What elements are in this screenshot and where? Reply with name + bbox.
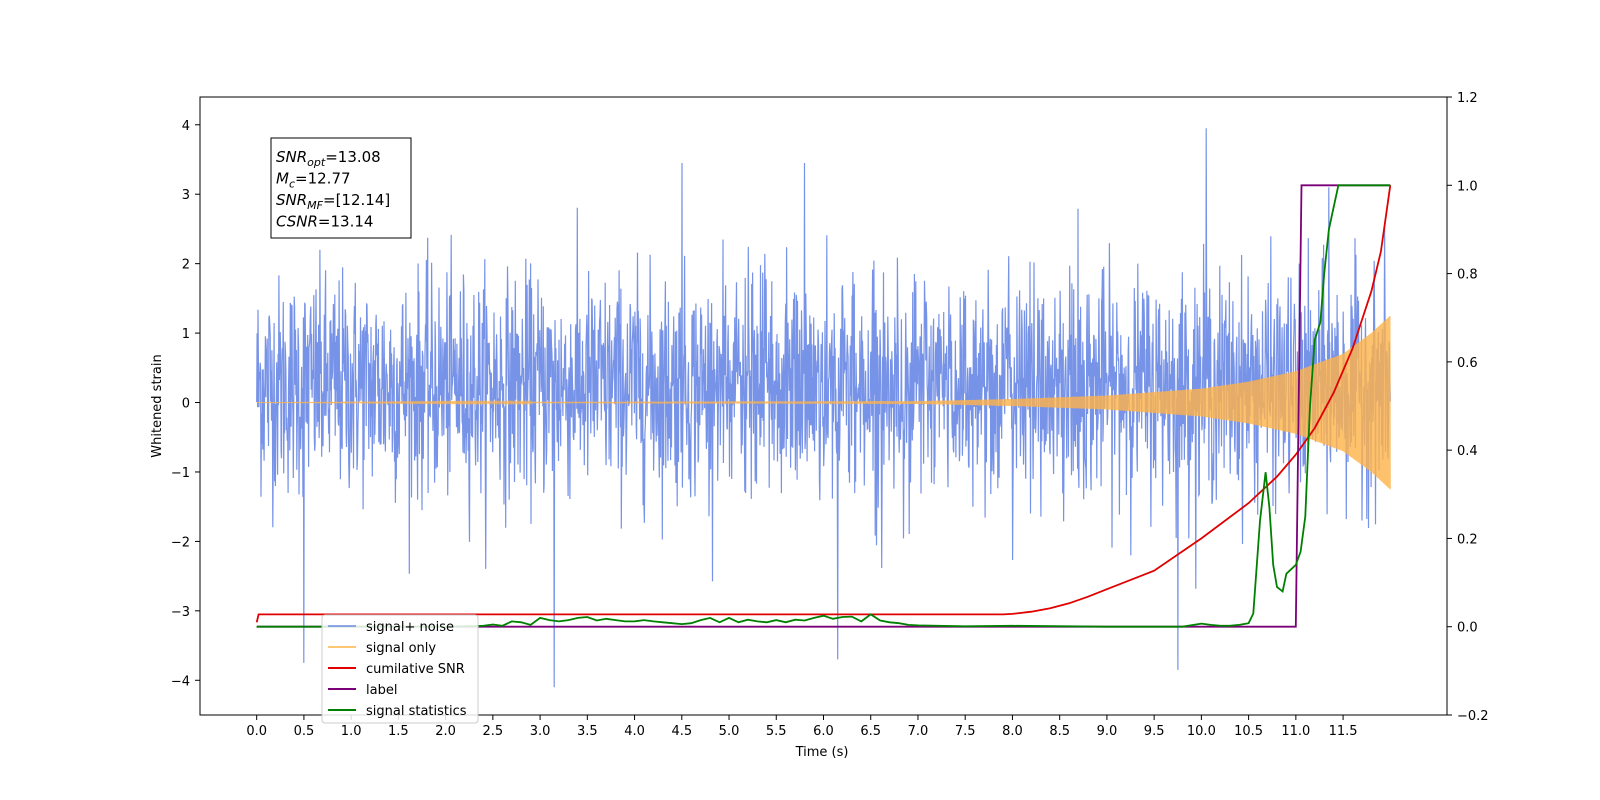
x-tick-label: 6.5	[860, 724, 881, 739]
y-tick-label: 3	[182, 188, 190, 203]
x-tick-label: 11.5	[1329, 724, 1358, 739]
x-tick-label: 1.0	[341, 724, 362, 739]
x-tick-label: 8.0	[1002, 724, 1023, 739]
x-tick-label: 4.0	[624, 724, 645, 739]
x-tick-label: 2.0	[435, 724, 456, 739]
legend: signal+ noise signal only cumilative SNR la…	[321, 614, 479, 724]
series-signal-statistics-line	[256, 184, 1391, 628]
y-axis-label: Whitened strain	[150, 354, 165, 457]
y-tick-label: 2	[182, 258, 190, 273]
x-tick-label: 9.0	[1097, 724, 1118, 739]
x-axis-label: Time (s)	[795, 745, 849, 760]
y2-tick-label: 0.0	[1457, 621, 1478, 636]
x-tick-label: 1.5	[388, 724, 409, 739]
x-tick-label: 4.5	[671, 724, 692, 739]
annotation-frame	[270, 137, 412, 239]
legend-entry: label	[366, 683, 397, 698]
signal-only-line	[256, 315, 1391, 490]
y-axis-left: −4 −3 −2 −1 0 1 2 3 4	[171, 119, 200, 689]
plot-area	[255, 128, 1392, 688]
x-tick-label: 11.0	[1281, 724, 1310, 739]
x-axis: 0.0 0.5 1.0 1.5 2.0 2.5 3.0 3.5 4.0 4.5 5.0 5.5 6.0 6…	[246, 715, 1358, 739]
x-tick-label: 10.5	[1234, 724, 1263, 739]
x-tick-label: 3.5	[577, 724, 598, 739]
y-tick-label: −1	[171, 466, 190, 481]
y2-tick-label: 1.2	[1457, 91, 1478, 106]
annotation-line: CSNR=13.14	[276, 213, 373, 231]
legend-frame	[321, 614, 479, 724]
series-cumilative-snr-line	[255, 185, 1392, 623]
x-tick-label: 8.5	[1049, 724, 1070, 739]
y2-tick-label: 0.8	[1457, 268, 1478, 283]
y-tick-label: 4	[182, 119, 190, 134]
x-tick-label: 5.0	[719, 724, 740, 739]
series-signal-only	[256, 315, 1391, 490]
x-tick-label: 7.0	[908, 724, 929, 739]
x-tick-label: 9.5	[1144, 724, 1165, 739]
stats-annotation-box: SNRopt=13.08Mc=12.77SNRMF=[12.14]CSNR=13…	[270, 137, 412, 239]
x-tick-label: 2.5	[483, 724, 504, 739]
x-tick-label: 3.0	[530, 724, 551, 739]
y2-tick-label: 0.4	[1457, 444, 1478, 459]
series-right-axis	[255, 184, 1392, 628]
x-tick-label: 6.0	[813, 724, 834, 739]
y-tick-label: −2	[171, 535, 190, 550]
x-tick-label: 10.0	[1187, 724, 1216, 739]
y2-tick-label: 0.2	[1457, 532, 1478, 547]
y-tick-label: 0	[182, 397, 190, 412]
y2-tick-label: −0.2	[1457, 709, 1489, 724]
y-axis-right: −0.2 0.0 0.2 0.4 0.6 0.8 1.0 1.2	[1447, 91, 1489, 724]
x-tick-label: 7.5	[955, 724, 976, 739]
x-tick-label: 5.5	[766, 724, 787, 739]
x-tick-label: 0.0	[246, 724, 267, 739]
x-tick-label: 0.5	[294, 724, 315, 739]
legend-entry: cumilative SNR	[366, 662, 465, 677]
y2-tick-label: 0.6	[1457, 356, 1478, 371]
y-tick-label: −4	[171, 674, 190, 689]
y-tick-label: −3	[171, 605, 190, 620]
annotation-line: SNRopt=13.08	[276, 148, 381, 169]
annotation-line: Mc=12.77	[276, 170, 351, 191]
y2-tick-label: 1.0	[1457, 179, 1478, 194]
y-tick-label: 1	[182, 327, 190, 342]
legend-entry: signal statistics	[366, 704, 467, 719]
legend-entry: signal only	[366, 641, 436, 656]
legend-entry: signal+ noise	[366, 620, 454, 635]
annotation-line: SNRMF=[12.14]	[276, 191, 390, 212]
